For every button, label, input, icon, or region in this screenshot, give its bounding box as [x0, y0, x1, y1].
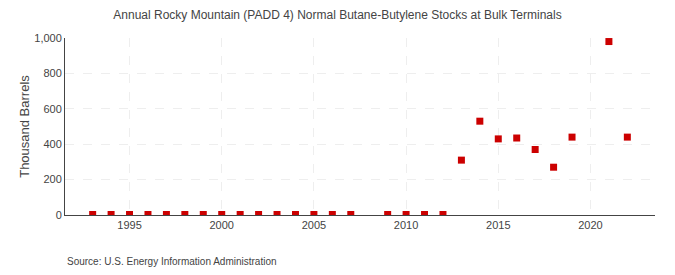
svg-text:600: 600	[43, 103, 61, 115]
svg-text:400: 400	[43, 138, 61, 150]
svg-text:2010: 2010	[394, 219, 418, 231]
svg-text:2020: 2020	[578, 219, 602, 231]
svg-text:Source: U.S. Energy Informatio: Source: U.S. Energy Information Administ…	[67, 256, 277, 267]
svg-text:2005: 2005	[302, 219, 326, 231]
svg-text:Annual Rocky Mountain (PADD 4): Annual Rocky Mountain (PADD 4) Normal Bu…	[113, 8, 561, 22]
svg-text:200: 200	[43, 173, 61, 185]
svg-text:2015: 2015	[486, 219, 510, 231]
svg-text:1995: 1995	[117, 219, 141, 231]
svg-text:2000: 2000	[209, 219, 233, 231]
svg-text:800: 800	[43, 67, 61, 79]
svg-text:0: 0	[56, 209, 62, 221]
svg-text:Thousand Barrels: Thousand Barrels	[17, 75, 32, 178]
svg-text:1,000: 1,000	[34, 32, 62, 44]
